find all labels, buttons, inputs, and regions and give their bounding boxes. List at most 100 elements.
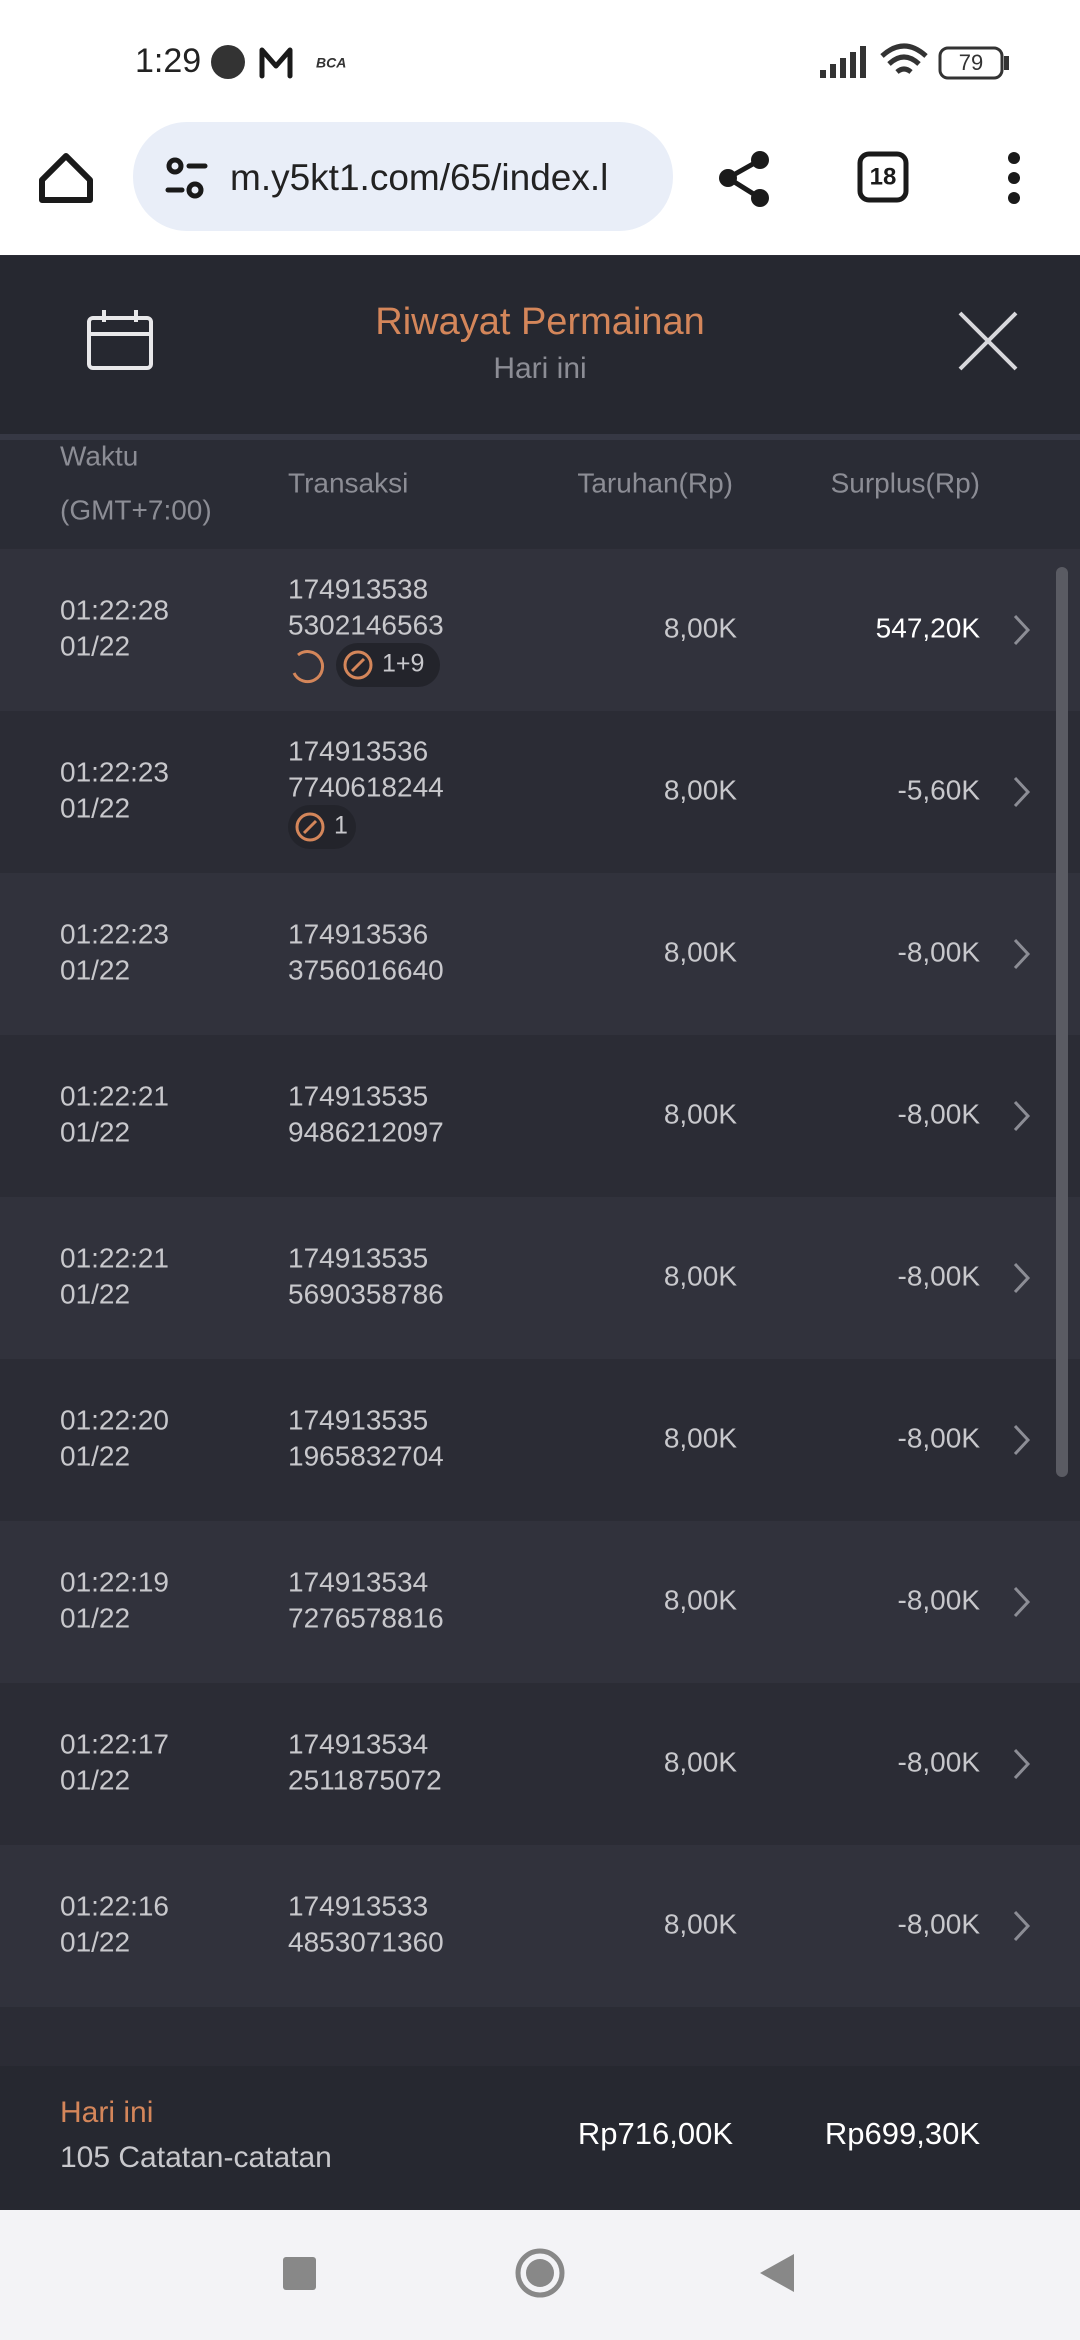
table-body: 01:22:28 01/22 174913538 5302146563 8,00K 547… <box>0 549 1080 2169</box>
battery-icon <box>938 46 1004 80</box>
row-surplus: -8,00K <box>898 1422 981 1453</box>
row-chevron <box>1013 1748 1031 1780</box>
row-transaction: 7740618244 <box>288 771 444 802</box>
table-footer <box>0 2066 1080 2210</box>
table-row[interactable] <box>0 1683 1080 1845</box>
row-chevron <box>1013 1586 1031 1618</box>
row-transaction: 174913535 <box>288 1242 428 1273</box>
row-time: 01:22:21 <box>60 1080 169 1111</box>
ball-icon <box>350 657 366 673</box>
row-date: 01/22 <box>60 954 130 985</box>
column-header: (GMT+7:00) <box>60 494 212 525</box>
row-time: 01:22:23 <box>60 756 169 787</box>
row-transaction: 174913536 <box>288 735 428 766</box>
url-bar[interactable] <box>133 122 673 231</box>
row-date: 01/22 <box>60 1764 130 1795</box>
panel-header <box>0 256 1080 434</box>
row-chevron <box>1013 776 1031 808</box>
recents-button[interactable] <box>283 2257 316 2290</box>
signal-icon <box>820 46 866 78</box>
row-chevron <box>1013 1910 1031 1942</box>
row-surplus: 547,20K <box>876 612 981 643</box>
row-bet: 8,00K <box>664 612 737 643</box>
badge-label: 1+9 <box>382 650 424 678</box>
column-header: Taruhan(Rp) <box>577 467 733 498</box>
home-nav-button[interactable] <box>515 2248 565 2298</box>
row-time: 01:22:20 <box>60 1404 169 1435</box>
ball-icon <box>343 650 373 680</box>
panel-title: Riwayat Permainan <box>375 301 704 343</box>
row-bet: 8,00K <box>664 1422 737 1453</box>
row-transaction: 4853071360 <box>288 1926 444 1957</box>
table-row[interactable] <box>0 711 1080 873</box>
refresh-icon <box>292 650 325 683</box>
row-chevron <box>1013 1100 1031 1132</box>
row-bet: 8,00K <box>664 1098 737 1129</box>
row-surplus: -8,00K <box>898 1098 981 1129</box>
row-transaction: 9486212097 <box>288 1116 444 1147</box>
back-button[interactable] <box>760 2254 794 2292</box>
row-time: 01:22:28 <box>60 594 169 625</box>
row-time: 01:22:17 <box>60 1728 169 1759</box>
share-button[interactable] <box>719 151 769 207</box>
ball-icon <box>295 812 325 842</box>
row-surplus: -8,00K <box>898 1260 981 1291</box>
row-bet: 8,00K <box>664 1746 737 1777</box>
status-icon: BCA <box>316 55 346 71</box>
table-header <box>0 440 1080 548</box>
tab-count: 18 <box>870 163 897 190</box>
row-transaction: 5690358786 <box>288 1278 444 1309</box>
row-transaction: 174913535 <box>288 1080 428 1111</box>
row-surplus: -8,00K <box>898 1584 981 1615</box>
close-button[interactable] <box>958 311 1018 371</box>
status-icon <box>259 47 293 79</box>
panel-subtitle: Hari ini <box>493 352 586 385</box>
menu-button[interactable] <box>1008 152 1020 204</box>
row-bet: 8,00K <box>664 1260 737 1291</box>
url-text: m.y5kt1.com/65/index.l <box>230 157 608 198</box>
row-transaction: 174913538 <box>288 573 428 604</box>
footer-period: Hari ini <box>60 2096 153 2129</box>
row-transaction: 1965832704 <box>288 1440 444 1471</box>
row-time: 01:22:23 <box>60 918 169 949</box>
row-bet: 8,00K <box>664 1584 737 1615</box>
home-button[interactable] <box>39 153 93 203</box>
table-row[interactable] <box>0 1359 1080 1521</box>
row-surplus: -8,00K <box>898 1908 981 1939</box>
scrollbar <box>1056 567 1068 1477</box>
row-transaction: 174913536 <box>288 918 428 949</box>
row-bet: 8,00K <box>664 936 737 967</box>
row-chevron <box>1013 1424 1031 1456</box>
row-time: 01:22:19 <box>60 1566 169 1597</box>
row-surplus: -8,00K <box>898 936 981 967</box>
table-row[interactable] <box>0 549 1080 711</box>
table-row[interactable] <box>0 1521 1080 1683</box>
table-row[interactable] <box>0 873 1080 1035</box>
row-date: 01/22 <box>60 1116 130 1147</box>
row-transaction: 174913534 <box>288 1728 428 1759</box>
row-surplus: -8,00K <box>898 1746 981 1777</box>
row-chevron <box>1013 938 1031 970</box>
table-row[interactable] <box>0 1845 1080 2007</box>
column-header: Transaksi <box>288 467 408 498</box>
row-date: 01/22 <box>60 792 130 823</box>
table-row[interactable] <box>0 1197 1080 1359</box>
row-date: 01/22 <box>60 1278 130 1309</box>
status-icon <box>211 45 245 79</box>
calendar-button[interactable] <box>87 310 153 370</box>
battery-icon <box>1004 56 1009 70</box>
footer-total-surplus: Rp699,30K <box>825 2116 980 2151</box>
row-date: 01/22 <box>60 1926 130 1957</box>
row-surplus: -5,60K <box>898 774 981 805</box>
divider <box>0 434 1080 440</box>
site-info-icon[interactable] <box>165 157 208 199</box>
row-chevron <box>1013 1262 1031 1294</box>
table-row[interactable] <box>0 1035 1080 1197</box>
badge-label: 1 <box>334 812 348 840</box>
tabs-button[interactable] <box>857 151 909 203</box>
row-transaction: 5302146563 <box>288 609 444 640</box>
home-nav-button[interactable] <box>526 2259 554 2287</box>
footer-total-bet: Rp716,00K <box>578 2116 733 2151</box>
status-time: 1:29 <box>135 42 201 80</box>
wifi-icon <box>880 43 928 74</box>
